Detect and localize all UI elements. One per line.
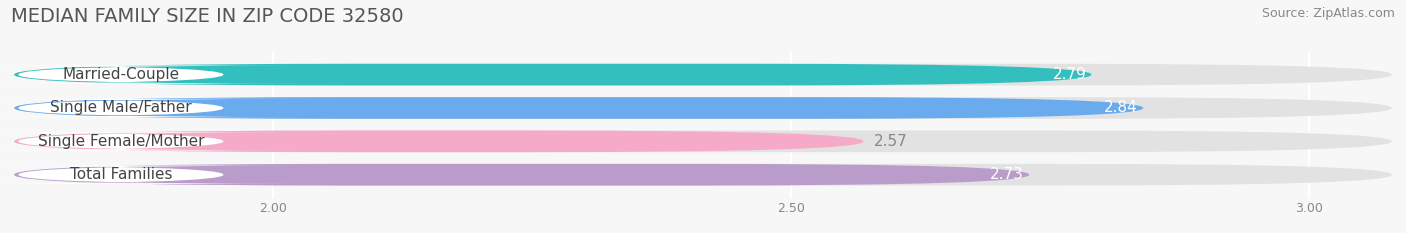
FancyBboxPatch shape [14, 164, 1392, 185]
FancyBboxPatch shape [14, 130, 1392, 152]
Text: 2.57: 2.57 [875, 134, 908, 149]
FancyBboxPatch shape [0, 132, 304, 151]
Text: Total Families: Total Families [69, 167, 172, 182]
FancyBboxPatch shape [14, 64, 1091, 86]
FancyBboxPatch shape [14, 164, 1029, 185]
FancyBboxPatch shape [14, 97, 1392, 119]
Text: 2.73: 2.73 [990, 167, 1024, 182]
Text: Single Female/Mother: Single Female/Mother [38, 134, 204, 149]
Text: MEDIAN FAMILY SIZE IN ZIP CODE 32580: MEDIAN FAMILY SIZE IN ZIP CODE 32580 [11, 7, 404, 26]
FancyBboxPatch shape [0, 165, 304, 184]
FancyBboxPatch shape [14, 64, 1392, 86]
FancyBboxPatch shape [14, 130, 863, 152]
Text: Married-Couple: Married-Couple [62, 67, 180, 82]
Text: Single Male/Father: Single Male/Father [51, 100, 191, 116]
FancyBboxPatch shape [14, 97, 1143, 119]
Text: 2.79: 2.79 [1053, 67, 1087, 82]
Text: Source: ZipAtlas.com: Source: ZipAtlas.com [1261, 7, 1395, 20]
Text: 2.84: 2.84 [1104, 100, 1137, 116]
FancyBboxPatch shape [0, 65, 304, 84]
FancyBboxPatch shape [0, 99, 304, 117]
